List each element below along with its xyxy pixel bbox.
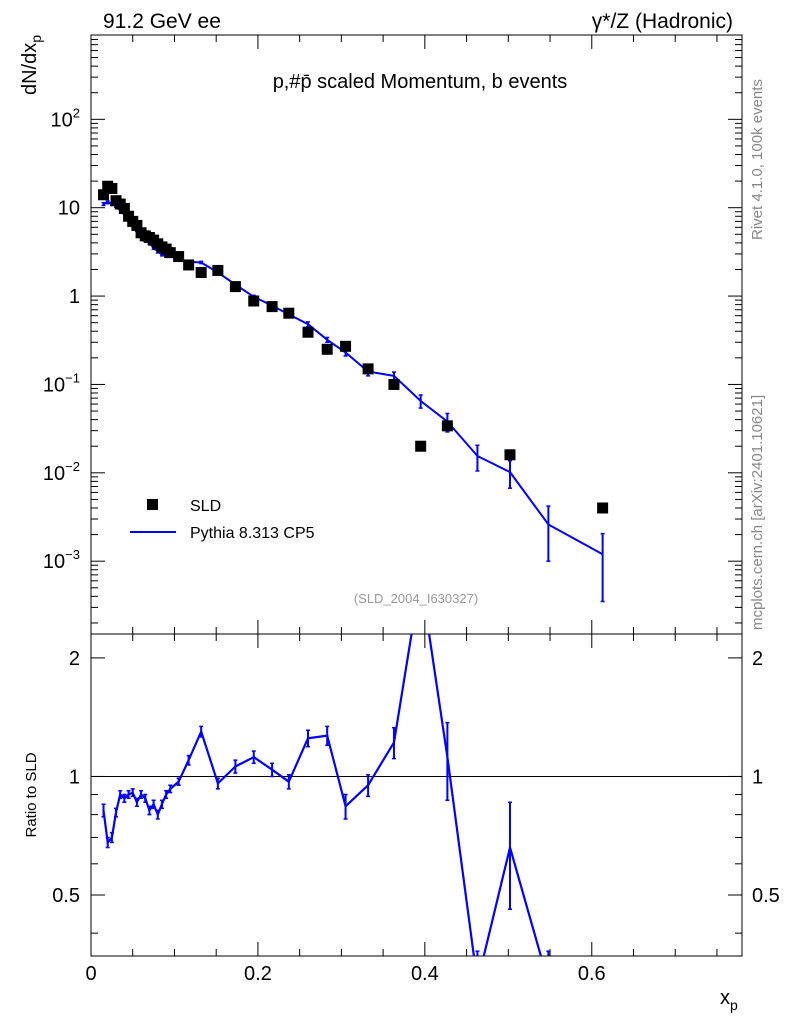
y-tick-label: 1: [69, 286, 80, 308]
sld-data-point: [415, 440, 427, 452]
ratio-y-tick-label-right: 0.5: [752, 885, 780, 907]
sld-data-point: [229, 281, 241, 293]
x-axis-label: xp: [720, 987, 738, 1013]
ratio-y-tick-label-left: 1: [69, 766, 80, 788]
sld-data-point: [98, 189, 110, 201]
ratio-y-tick-labels: 0.5 0.5 1 1 2 2: [52, 648, 780, 907]
x-axis-label-main: x: [720, 987, 730, 1009]
x-tick-labels: 0 0.2 0.4 0.6: [85, 963, 605, 985]
side-rivet: Rivet 4.1.0, 100k events: [749, 79, 766, 240]
legend: SLD Pythia 8.313 CP5: [130, 498, 315, 542]
sld-data-point: [340, 340, 352, 352]
ratio-y-tick-label-right: 2: [752, 648, 763, 670]
y-axis-label-sub: p: [28, 35, 44, 43]
sld-data-point: [283, 307, 295, 319]
upper-frame: [90, 34, 743, 635]
y-axis-label-main: dN/dx: [19, 43, 41, 95]
ratio-ticks: [90, 634, 742, 956]
x-tick-label: 0: [85, 963, 96, 985]
ratio-y-tick-label-right: 1: [752, 766, 763, 788]
sld-data-point: [321, 343, 333, 355]
sld-data-point: [248, 295, 260, 307]
ratio-y-tick-label-left: 2: [69, 648, 80, 670]
sld-data-point: [183, 259, 195, 271]
upper-y-tick-labels: 10−3 10−2 10−1 1 10 102: [43, 105, 80, 573]
sld-data-point: [441, 420, 453, 432]
legend-sld-marker: [147, 499, 158, 510]
legend-mc-label: Pythia 8.313 CP5: [190, 525, 315, 542]
ratio-y-axis-label: Ratio to SLD: [23, 752, 40, 837]
watermark: (SLD_2004_I630327): [354, 591, 478, 606]
sld-data-point: [676, 637, 687, 648]
header-energy: 91.2 GeV ee: [103, 10, 221, 33]
sld-data-point: [131, 219, 143, 231]
sld-data-point: [543, 637, 554, 648]
sld-data-point: [212, 264, 224, 276]
sld-data-point: [106, 182, 118, 194]
sld-data-point: [388, 378, 400, 390]
sld-data-point: [266, 301, 278, 313]
sld-data-point: [472, 637, 483, 648]
ratio-line: [102, 634, 543, 956]
sld-data-point: [195, 266, 207, 278]
ratio-y-tick-label-left: 0.5: [52, 885, 80, 907]
x-tick-label: 0.2: [244, 963, 272, 985]
sld-data-point: [597, 502, 609, 514]
y-tick-label: 10−2: [43, 459, 80, 485]
sld-data-point: [173, 251, 185, 263]
y-tick-label: 102: [51, 105, 80, 131]
x-tick-label: 0.6: [578, 963, 606, 985]
ratio-plot: Ratio to SLD 0.5 0.5 1 1 2 2: [23, 633, 780, 957]
x-axis-label-sub: p: [730, 997, 738, 1013]
sld-data-point: [164, 247, 176, 259]
ratio-mc-series: [101, 634, 551, 956]
y-tick-label: 10−3: [43, 547, 80, 573]
upper-title: p,#p̄ scaled Momentum, b events: [273, 71, 568, 93]
ratio-frame: [90, 633, 743, 957]
sld-data-point: [504, 449, 516, 461]
y-axis-label: dN/dxp: [19, 35, 44, 95]
y-tick-label: 10−1: [43, 370, 80, 396]
sld-data-point: [302, 326, 314, 338]
sld-data-point: [118, 202, 130, 214]
header-process: γ*/Z (Hadronic): [592, 10, 733, 33]
sld-data-point: [362, 363, 374, 375]
side-mcplots: mcplots.cern.ch [arXiv:2401.10621]: [749, 395, 766, 630]
y-tick-label: 10: [58, 198, 80, 220]
x-tick-label: 0.4: [411, 963, 439, 985]
upper-plot: p,#p̄ scaled Momentum, b events (SLD_200…: [19, 34, 743, 648]
upper-ticks: [90, 34, 742, 634]
upper-data-series: [98, 180, 687, 648]
legend-sld-label: SLD: [190, 498, 221, 515]
